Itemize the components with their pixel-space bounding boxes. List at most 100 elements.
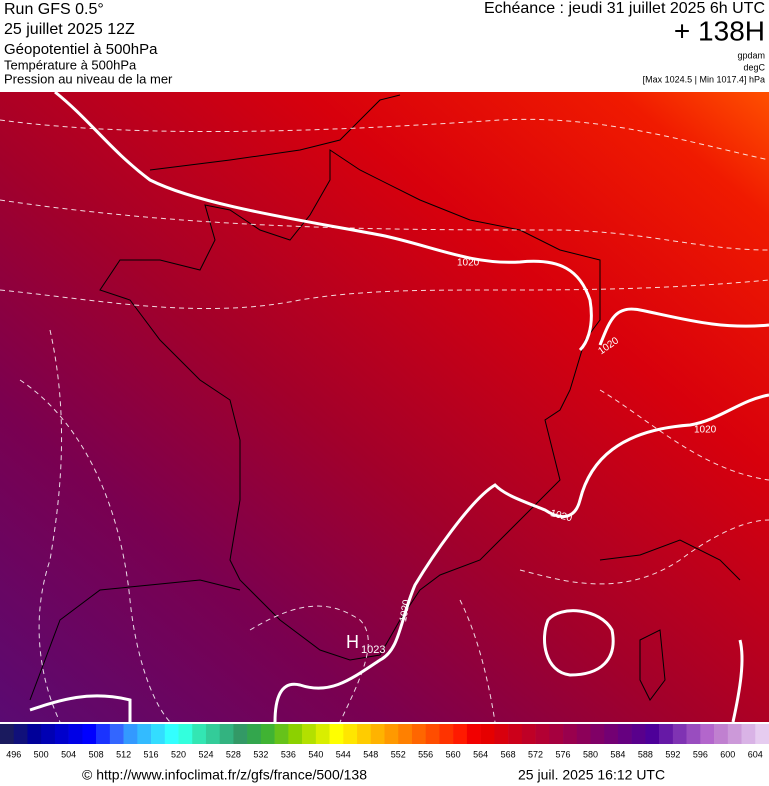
temperature-isoline (599, 389, 769, 481)
colorbar-label: 584 (610, 749, 625, 759)
colorbar-swatch (370, 724, 385, 744)
colorbar-swatch (576, 724, 591, 744)
run-title: Run GFS 0.5° (4, 1, 104, 18)
colorbar-swatch (590, 724, 605, 744)
colorbar-swatch (549, 724, 564, 744)
colorbar-swatch (741, 724, 756, 744)
colorbar-swatch (233, 724, 248, 744)
map-background (0, 92, 769, 722)
temperature-isoline (519, 519, 769, 585)
colorbar-label: 576 (556, 749, 571, 759)
colorbar-swatch (659, 724, 674, 744)
colorbar-swatch (274, 724, 289, 744)
colorbar-label: 556 (418, 749, 433, 759)
colorbar-swatch (68, 724, 83, 744)
temperature-isoline (0, 279, 769, 310)
isobar (273, 393, 769, 723)
colorbar-label: 596 (693, 749, 708, 759)
colorbar-swatch (398, 724, 413, 744)
colorbar-label: 512 (116, 749, 131, 759)
colorbar-swatch (411, 724, 426, 744)
colorbar-label: 496 (6, 749, 21, 759)
temperature-isoline (38, 329, 63, 723)
colorbar-label: 528 (226, 749, 241, 759)
colorbar-swatch (205, 724, 221, 744)
colorbar-swatch (13, 724, 28, 744)
colorbar-swatch (453, 724, 468, 744)
isobar (543, 609, 615, 677)
temperature-isoline (0, 199, 769, 251)
colorbar-swatch (466, 724, 481, 744)
temperature-isoline (19, 379, 171, 723)
isobar-label: 1020 (398, 599, 413, 623)
colorbar-label: 564 (473, 749, 488, 759)
colorbar-swatch (535, 724, 550, 744)
colorbar-swatch (357, 724, 372, 744)
colorbar-swatch (521, 724, 536, 744)
colorbar-swatch (384, 724, 399, 744)
colorbar-swatch (508, 724, 523, 744)
run-date: 25 juillet 2025 12Z (4, 21, 135, 38)
isobar-label: 1020 (694, 425, 717, 436)
colorbar-swatch (480, 724, 495, 744)
coastline (99, 94, 601, 661)
colorbar-swatch (96, 724, 111, 744)
colorbar-swatch (631, 724, 646, 744)
colorbar-swatch (686, 724, 701, 744)
isobar (29, 694, 132, 722)
colorbar-swatch (302, 724, 317, 744)
colorbar-swatch (192, 724, 207, 744)
unit: gpdam (737, 50, 765, 60)
colorbar-swatch (219, 724, 234, 744)
lead-time: + 138H (674, 15, 765, 46)
colorbar-swatch (54, 724, 69, 744)
colorbar-swatch (425, 724, 440, 744)
colorbar-swatch (247, 724, 262, 744)
colorbar-label: 516 (144, 749, 159, 759)
colorbar-swatch (617, 724, 632, 744)
colorbar-swatch (41, 724, 56, 744)
colorbar-label: 524 (198, 749, 213, 759)
temperature-isoline (249, 605, 369, 723)
unit: [Max 1024.5 | Min 1017.4] hPa (643, 74, 765, 84)
colorbar-swatch (645, 724, 660, 744)
colorbar-swatch (288, 724, 303, 744)
source-url: © http://www.infoclimat.fr/z/gfs/france/… (82, 767, 367, 783)
colorbar-label: 572 (528, 749, 543, 759)
colorbar-swatch (178, 724, 193, 744)
colorbar-swatch (315, 724, 330, 744)
isobar (54, 90, 593, 352)
colorbar-swatch (27, 724, 42, 744)
high-pressure-value: 1023 (361, 644, 385, 656)
colorbar-label: 588 (638, 749, 653, 759)
colorbar-swatch (260, 724, 275, 744)
colorbar-swatch (164, 724, 179, 744)
isobar (731, 639, 744, 723)
issue-date: 25 juil. 2025 16:12 UTC (518, 767, 665, 783)
colorbar-swatch (672, 724, 687, 744)
colorbar-label: 552 (391, 749, 406, 759)
colorbar-swatch (604, 724, 619, 744)
colorbar-swatch (700, 724, 715, 744)
colorbar-label: 592 (665, 749, 680, 759)
colorbar-swatch (755, 724, 769, 744)
coastline (29, 539, 741, 701)
colorbar-label: 508 (89, 749, 104, 759)
temperature-isoline (0, 118, 769, 161)
colorbar-label: 500 (34, 749, 49, 759)
colorbar-label: 548 (363, 749, 378, 759)
colorbar-label: 520 (171, 749, 186, 759)
colorbar-swatch (137, 724, 152, 744)
colorbar-label: 568 (501, 749, 516, 759)
colorbar-swatch (714, 724, 729, 744)
forecast-time: Echéance : jeudi 31 juillet 2025 6h UTC (484, 0, 765, 17)
map: 1020 1020 1020 1020 1020 H 1023 (0, 90, 769, 723)
colorbar-label: 532 (253, 749, 268, 759)
colorbar-swatch (343, 724, 358, 744)
field-2: Température à 500hPa (4, 57, 137, 72)
colorbar-swatch (0, 724, 15, 744)
high-pressure-letter: H (346, 632, 359, 652)
colorbar-label: 600 (720, 749, 735, 759)
colorbar-swatch (109, 724, 124, 744)
